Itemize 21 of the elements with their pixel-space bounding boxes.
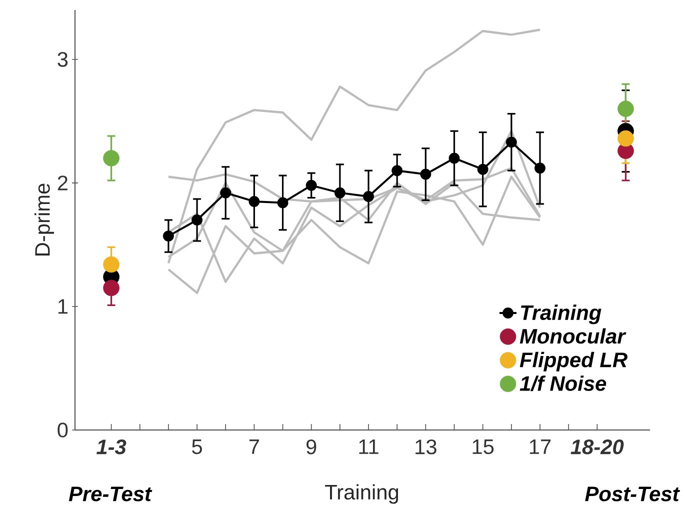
y-tick-label: 0 [58,422,68,438]
x-tick-label: 15 [472,440,494,454]
legend-label: Flipped LR [520,352,628,372]
x-tick-label: 1-3 [96,439,126,454]
x-tick-label: 5 [192,440,202,454]
text: Pre-Test [68,486,152,502]
x-tick-label: 11 [359,440,378,454]
legend-label: 1/f Noise [520,376,606,392]
x-tick-label: 17 [530,440,551,454]
y-tick-label: 2 [58,176,68,190]
legend-label: Training [520,304,602,324]
legend-label: Monocular [520,328,626,344]
y-tick-label: 1 [58,299,68,314]
x-tick-label: 18-20 [570,439,624,454]
y-axis-title: D-prime [34,184,54,256]
x-tick-label: 7 [249,440,259,454]
x-tick-label: 9 [306,439,316,454]
text: Post-Test [585,486,680,502]
x-axis-title: Training [325,484,398,504]
x-tick-label: 13 [416,439,436,454]
y-tick-label: 3 [58,52,68,67]
